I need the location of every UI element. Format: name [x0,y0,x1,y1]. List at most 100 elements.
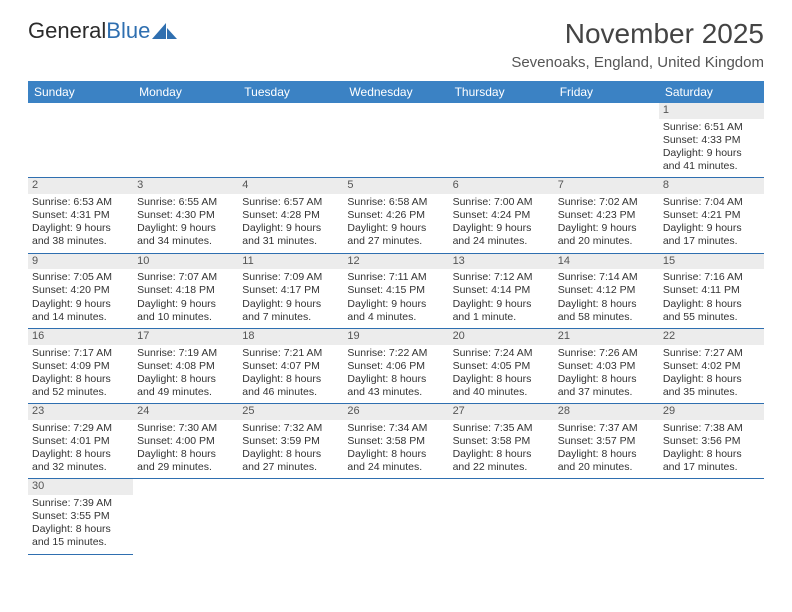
sunset-line: Sunset: 4:06 PM [347,360,425,372]
daylight-line: Daylight: 9 hours and 4 minutes. [347,298,426,323]
sunrise-line: Sunrise: 7:19 AM [137,347,217,359]
day-details: Sunrise: 7:26 AMSunset: 4:03 PMDaylight:… [558,347,655,400]
calendar-cell [449,103,554,178]
day-number: 3 [133,178,238,194]
calendar-cell [343,479,448,554]
day-number: 27 [449,404,554,420]
day-number: 22 [659,329,764,345]
calendar-cell: 22Sunrise: 7:27 AMSunset: 4:02 PMDayligh… [659,328,764,403]
day-details: Sunrise: 6:53 AMSunset: 4:31 PMDaylight:… [32,196,129,249]
calendar-cell: 7 Sunrise: 7:02 AMSunset: 4:23 PMDaylight… [554,178,659,253]
sunrise-line: Sunrise: 7:00 AM [453,196,533,208]
sunset-line: Sunset: 4:33 PM [663,134,741,146]
day-details: Sunrise: 7:14 AMSunset: 4:12 PMDaylight:… [558,271,655,324]
daylight-line: Daylight: 8 hours and 40 minutes. [453,373,532,398]
day-number: 8 [659,178,764,194]
day-number: 21 [554,329,659,345]
sunset-line: Sunset: 3:58 PM [347,435,425,447]
calendar-row: 9Sunrise: 7:05 AMSunset: 4:20 PMDaylight… [28,253,764,328]
day-details: Sunrise: 7:39 AMSunset: 3:55 PMDaylight:… [32,497,129,550]
calendar-cell [238,479,343,554]
calendar-cell: 11Sunrise: 7:09 AMSunset: 4:17 PMDayligh… [238,253,343,328]
sunset-line: Sunset: 4:07 PM [242,360,320,372]
daylight-line: Daylight: 8 hours and 43 minutes. [347,373,426,398]
daylight-line: Daylight: 8 hours and 29 minutes. [137,448,216,473]
daylight-line: Daylight: 9 hours and 31 minutes. [242,222,321,247]
sunset-line: Sunset: 4:05 PM [453,360,531,372]
daylight-line: Daylight: 8 hours and 17 minutes. [663,448,742,473]
day-number: 26 [343,404,448,420]
day-number: 4 [238,178,343,194]
sunrise-line: Sunrise: 7:07 AM [137,271,217,283]
day-header: Monday [133,81,238,103]
calendar-cell: 21 Sunrise: 7:26 AMSunset: 4:03 PMDayligh… [554,328,659,403]
calendar-row: 30 Sunrise: 7:39 AMSunset: 3:55 PMDayligh… [28,479,764,554]
daylight-line: Daylight: 9 hours and 34 minutes. [137,222,216,247]
day-number: 30 [28,479,133,495]
day-details: Sunrise: 7:21 AMSunset: 4:07 PMDaylight:… [242,347,339,400]
daylight-line: Daylight: 8 hours and 55 minutes. [663,298,742,323]
day-number: 16 [28,329,133,345]
day-details: Sunrise: 7:17 AMSunset: 4:09 PMDaylight:… [32,347,129,400]
calendar-cell: 20Sunrise: 7:24 AMSunset: 4:05 PMDayligh… [449,328,554,403]
sunrise-line: Sunrise: 7:24 AM [453,347,533,359]
sunrise-line: Sunrise: 7:22 AM [347,347,427,359]
daylight-line: Daylight: 8 hours and 49 minutes. [137,373,216,398]
daylight-line: Daylight: 9 hours and 7 minutes. [242,298,321,323]
logo: GeneralBlue [28,18,178,44]
day-details: Sunrise: 6:57 AMSunset: 4:28 PMDaylight:… [242,196,339,249]
day-number: 6 [449,178,554,194]
daylight-line: Daylight: 8 hours and 37 minutes. [558,373,637,398]
logo-sail-icon [152,21,178,41]
day-header-row: SundayMondayTuesdayWednesdayThursdayFrid… [28,81,764,103]
sunset-line: Sunset: 3:56 PM [663,435,741,447]
day-details: Sunrise: 7:12 AMSunset: 4:14 PMDaylight:… [453,271,550,324]
sunset-line: Sunset: 4:09 PM [32,360,110,372]
calendar-cell [343,103,448,178]
sunrise-line: Sunrise: 6:57 AM [242,196,322,208]
calendar-cell: 18Sunrise: 7:21 AMSunset: 4:07 PMDayligh… [238,328,343,403]
day-number: 7 [554,178,659,194]
calendar-cell: 16 Sunrise: 7:17 AMSunset: 4:09 PMDayligh… [28,328,133,403]
daylight-line: Daylight: 8 hours and 32 minutes. [32,448,111,473]
sunrise-line: Sunrise: 7:26 AM [558,347,638,359]
calendar-cell: 6Sunrise: 7:00 AMSunset: 4:24 PMDaylight… [449,178,554,253]
sunrise-line: Sunrise: 7:16 AM [663,271,743,283]
page-title: November 2025 [511,18,764,50]
sunrise-line: Sunrise: 7:34 AM [347,422,427,434]
sunset-line: Sunset: 3:58 PM [453,435,531,447]
sunset-line: Sunset: 4:12 PM [558,284,636,296]
calendar-cell: 13Sunrise: 7:12 AMSunset: 4:14 PMDayligh… [449,253,554,328]
day-details: Sunrise: 7:02 AMSunset: 4:23 PMDaylight:… [558,196,655,249]
sunset-line: Sunset: 4:30 PM [137,209,215,221]
sunrise-line: Sunrise: 7:37 AM [558,422,638,434]
calendar-cell: 8 Sunrise: 7:04 AMSunset: 4:21 PMDaylight… [659,178,764,253]
calendar-cell [28,103,133,178]
calendar-cell: 19Sunrise: 7:22 AMSunset: 4:06 PMDayligh… [343,328,448,403]
calendar-cell: 9Sunrise: 7:05 AMSunset: 4:20 PMDaylight… [28,253,133,328]
daylight-line: Daylight: 8 hours and 52 minutes. [32,373,111,398]
day-number: 2 [28,178,133,194]
sunrise-line: Sunrise: 6:55 AM [137,196,217,208]
sunset-line: Sunset: 4:02 PM [663,360,741,372]
calendar-cell: 10Sunrise: 7:07 AMSunset: 4:18 PMDayligh… [133,253,238,328]
sunset-line: Sunset: 4:21 PM [663,209,741,221]
daylight-line: Daylight: 9 hours and 20 minutes. [558,222,637,247]
day-details: Sunrise: 7:04 AMSunset: 4:21 PMDaylight:… [663,196,760,249]
day-details: Sunrise: 7:29 AMSunset: 4:01 PMDaylight:… [32,422,129,475]
day-details: Sunrise: 7:38 AMSunset: 3:56 PMDaylight:… [663,422,760,475]
day-number: 9 [28,254,133,270]
day-header: Friday [554,81,659,103]
header: GeneralBlue November 2025 Sevenoaks, Eng… [28,18,764,71]
day-number: 12 [343,254,448,270]
sunrise-line: Sunrise: 6:53 AM [32,196,112,208]
calendar-cell: 30 Sunrise: 7:39 AMSunset: 3:55 PMDayligh… [28,479,133,554]
day-number: 17 [133,329,238,345]
sunrise-line: Sunrise: 7:11 AM [347,271,426,283]
calendar-row: 16Sunrise: 7:17 AMSunset: 4:09 PMDayligh… [28,328,764,403]
sunrise-line: Sunrise: 7:39 AM [32,497,112,509]
day-details: Sunrise: 7:16 AMSunset: 4:11 PMDaylight:… [663,271,760,324]
title-block: November 2025 Sevenoaks, England, United… [511,18,764,71]
sunrise-line: Sunrise: 7:17 AM [32,347,112,359]
day-number: 15 [659,254,764,270]
